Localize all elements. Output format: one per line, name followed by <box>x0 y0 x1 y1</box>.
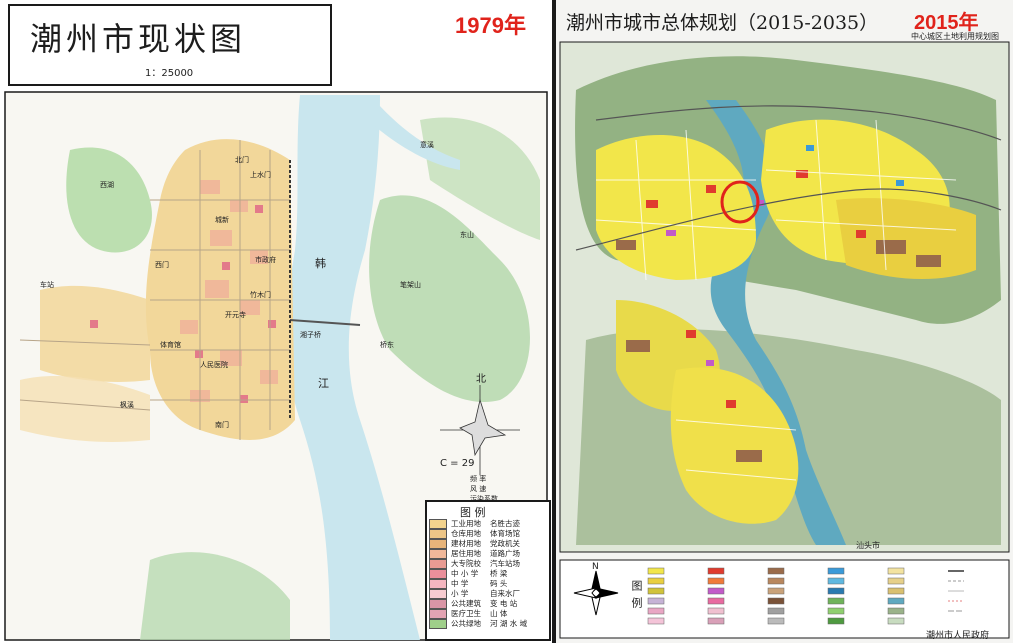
label-nanmen: 南门 <box>215 421 229 429</box>
map-2015-panel: 潮州市城市总体规划（2015-2035） 2015年 中心城区土地利用规划图 汕… <box>556 0 1013 643</box>
legend-row: 大专院校 <box>429 558 481 570</box>
label-fengxi: 枫溪 <box>120 401 134 409</box>
map-1979-panel: 潮州市现状图 1：25000 1979年 韩 江 湘子桥 笔架山 东山 西湖 城… <box>4 4 551 641</box>
label-han: 韩 <box>315 257 326 270</box>
map-2015-footer: 潮州市人民政府 <box>926 631 990 641</box>
label-hospital: 人民医院 <box>200 361 228 369</box>
map-2015-subtitle: 中心城区土地利用规划图 <box>911 32 999 41</box>
label-yixi: 意溪 <box>420 141 434 149</box>
legend-row: 变 电 站 <box>490 599 518 608</box>
legend-row: 中 学 <box>429 578 468 590</box>
legend-row: 自来水厂 <box>490 589 520 598</box>
legend-row: 中 小 学 <box>429 568 478 580</box>
legend-row: 仓库用地 <box>429 528 481 540</box>
map-2015-canvas <box>556 0 1013 643</box>
legend-row: 码 头 <box>490 579 508 588</box>
label-bijia-mountain: 笔架山 <box>400 281 421 289</box>
map-1979-title: 潮州市现状图 <box>30 20 247 58</box>
label-jiang: 江 <box>318 377 329 390</box>
title-bar-2015 <box>560 4 1009 40</box>
wind-legend-pollution: 污染系数 <box>470 495 498 503</box>
label-qiaodong: 桥东 <box>380 341 394 349</box>
legend-row: 道路广场 <box>490 549 520 558</box>
label-xihu: 西湖 <box>100 181 114 189</box>
legend-row: 河 湖 水 域 <box>490 619 528 628</box>
label-shantou: 汕头市 <box>856 541 880 550</box>
year-tag-1979: 1979年 <box>455 13 526 38</box>
legend-row: 小 学 <box>429 588 468 600</box>
legend-row: 公共绿地 <box>429 618 481 630</box>
title-box-1979 <box>8 4 332 86</box>
wind-legend-freq: 频 率 <box>470 475 487 483</box>
label-beimen: 北门 <box>235 156 249 164</box>
legend-row: 山 体 <box>490 609 508 618</box>
legend-row: 建材用地 <box>429 538 481 550</box>
legend-row: 医疗卫生 <box>429 608 481 620</box>
wind-calm-label: C = 29 <box>440 458 475 469</box>
legend-1979-title: 图 例 <box>460 506 486 519</box>
label-station: 车站 <box>40 281 54 289</box>
legend-row: 桥 梁 <box>490 569 508 578</box>
label-xiangzi-bridge: 湘子桥 <box>300 331 321 339</box>
year-tag-2015: 2015年 <box>914 12 979 34</box>
label-ximen: 西门 <box>155 261 169 269</box>
legend-2015-title: 图例 <box>630 580 643 614</box>
map-1979-canvas <box>4 91 548 641</box>
label-gym: 体育馆 <box>160 341 181 349</box>
legend-row: 体育场馆 <box>490 529 520 538</box>
legend-row: 居住用地 <box>429 548 481 560</box>
label-dongshan: 东山 <box>460 231 474 239</box>
label-city-gov: 市政府 <box>255 256 276 264</box>
wind-north-label: 北 <box>476 374 486 385</box>
legend-row: 党政机关 <box>490 539 520 548</box>
panel-divider <box>552 0 556 643</box>
map-2015-title: 潮州市城市总体规划（2015-2035） <box>566 12 879 34</box>
legend-row: 名胜古迹 <box>490 519 520 528</box>
highlight-circle <box>720 180 760 224</box>
map-1979-scale: 1：25000 <box>145 68 194 79</box>
label-kaiyuan: 开元寺 <box>225 311 246 319</box>
legend-row: 公共建筑 <box>429 598 481 610</box>
wind-legend-speed: 风 速 <box>470 485 487 493</box>
north-arrow-label: N <box>592 562 599 572</box>
label-zhumumen: 竹木门 <box>250 291 271 299</box>
label-shangshuimen: 上水门 <box>250 171 271 179</box>
legend-row: 工业用地 <box>429 518 481 530</box>
legend-row: 汽车站场 <box>490 559 520 568</box>
label-chengxin: 城新 <box>215 216 229 224</box>
